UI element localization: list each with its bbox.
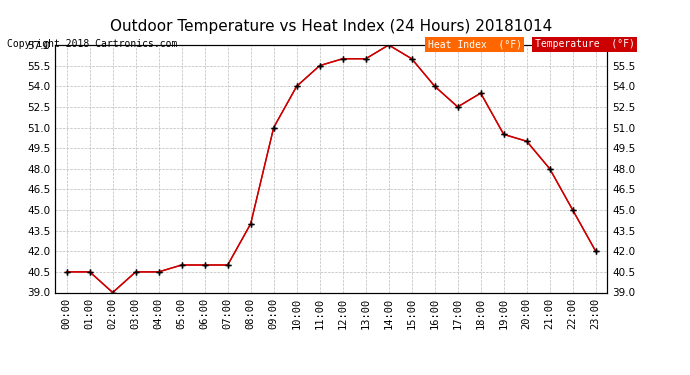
Text: Heat Index  (°F): Heat Index (°F) <box>428 39 522 50</box>
Text: Copyright 2018 Cartronics.com: Copyright 2018 Cartronics.com <box>7 39 177 50</box>
Text: Temperature  (°F): Temperature (°F) <box>535 39 635 50</box>
Text: Outdoor Temperature vs Heat Index (24 Hours) 20181014: Outdoor Temperature vs Heat Index (24 Ho… <box>110 19 552 34</box>
